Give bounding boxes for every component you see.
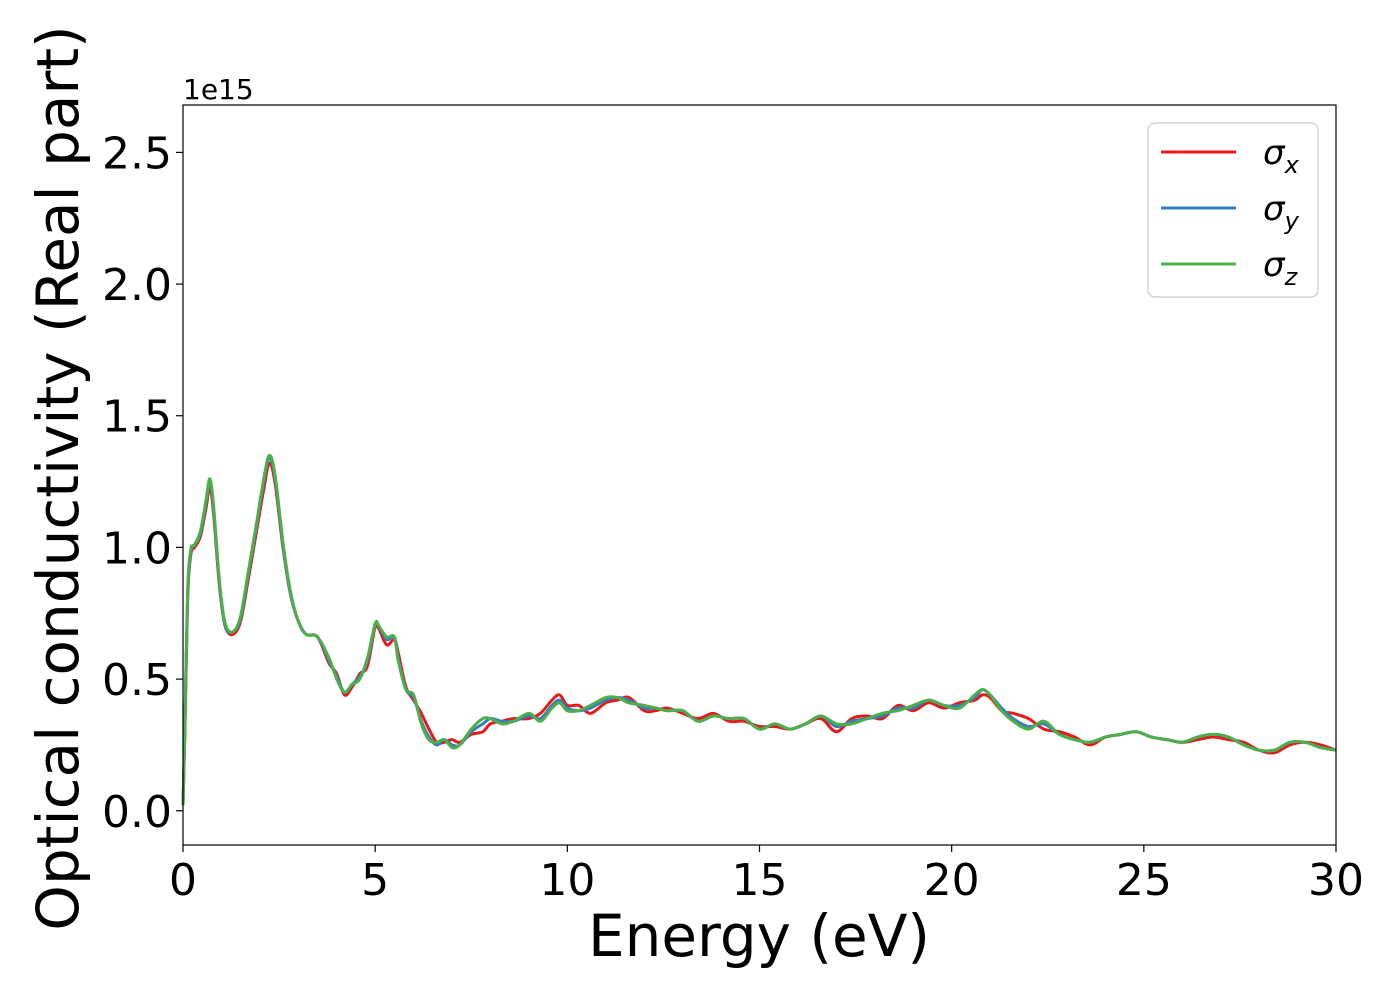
- y-tick-label: 0.0: [102, 787, 172, 838]
- x-tick-label: 5: [361, 855, 389, 906]
- y-axis-offset-label: 1e15: [183, 73, 254, 106]
- x-tick-label: 30: [1308, 855, 1364, 906]
- x-tick-label: 0: [169, 855, 197, 906]
- x-axis-label: Energy (eV): [588, 902, 930, 970]
- series-layer: [181, 453, 1337, 806]
- x-tick-label: 15: [732, 855, 788, 906]
- y-axis-label: Optical conductivity (Real part): [24, 25, 92, 930]
- y-tick-label: 0.5: [102, 655, 172, 706]
- y-tick-label: 1.5: [102, 392, 172, 443]
- x-axis-ticks: 0 5 10 15 20 25 30: [169, 845, 1364, 906]
- legend-box: [1147, 122, 1319, 298]
- series-line-z: [181, 453, 1337, 806]
- y-tick-label: 1.0: [102, 523, 172, 574]
- y-tick-label: 2.0: [102, 260, 172, 311]
- x-tick-label: 10: [539, 855, 595, 906]
- x-tick-label: 20: [924, 855, 980, 906]
- y-axis-ticks: 0.0 0.5 1.0 1.5 2.0 2.5: [102, 128, 183, 838]
- y-tick-label: 2.5: [102, 128, 172, 179]
- x-tick-label: 25: [1116, 855, 1172, 906]
